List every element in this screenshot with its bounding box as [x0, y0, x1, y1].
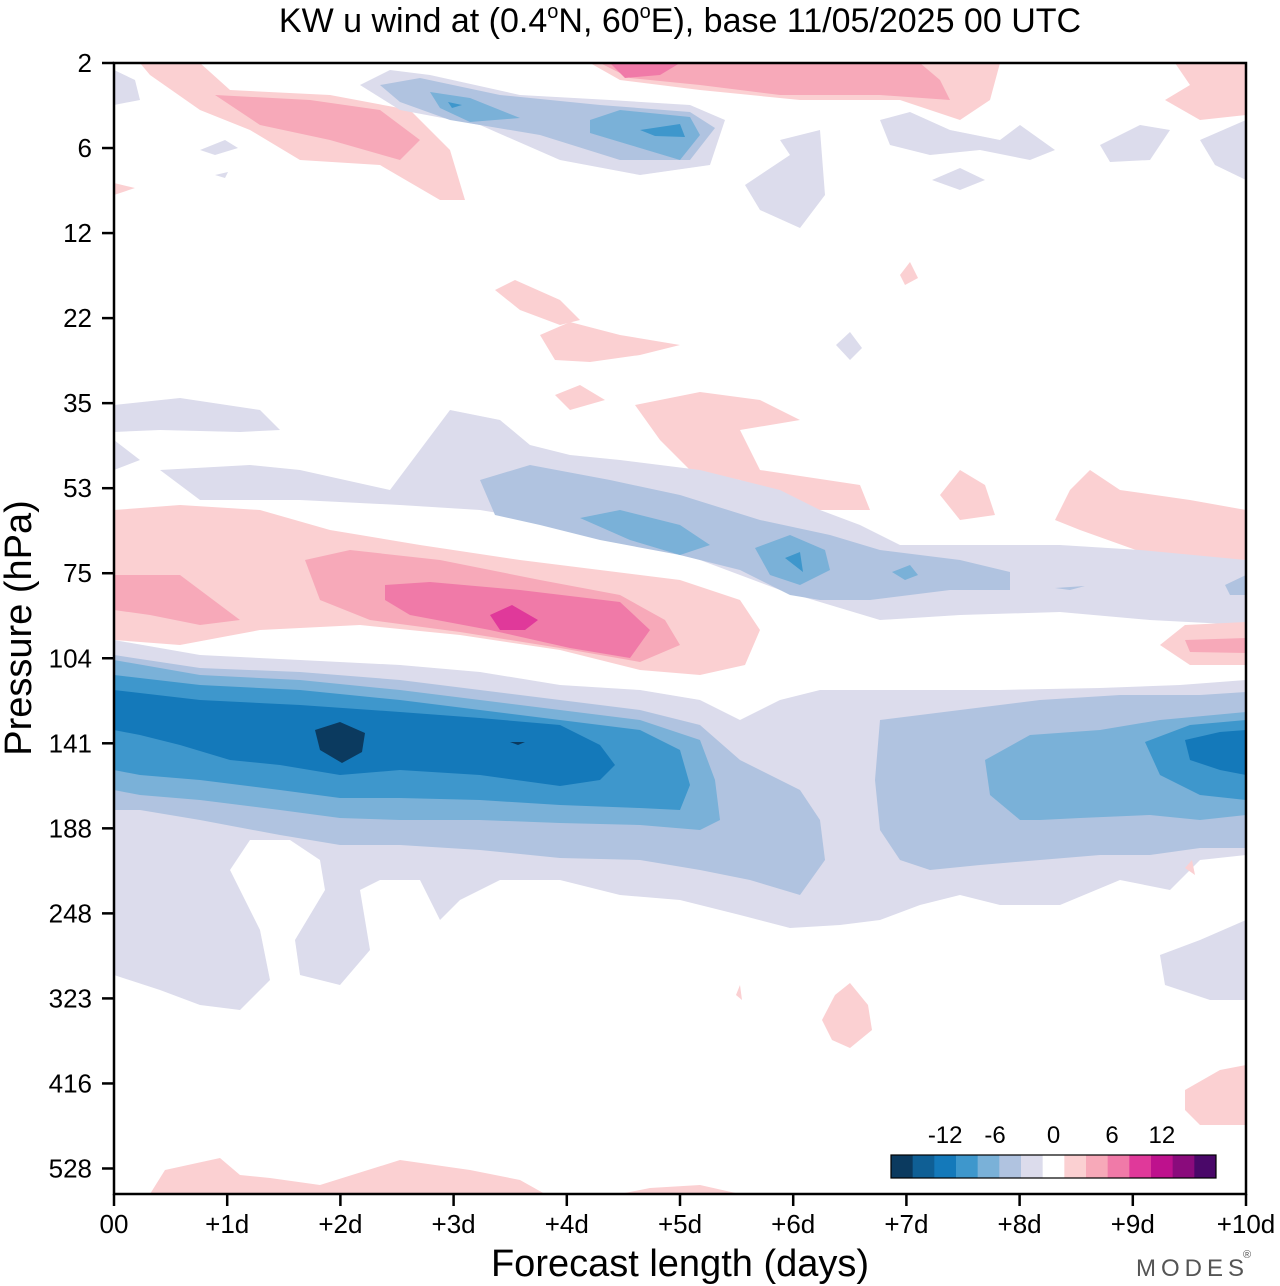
colorbar-swatch	[1172, 1155, 1195, 1178]
contour-neg-top-right	[880, 112, 1055, 160]
colorbar-swatch	[1064, 1155, 1087, 1178]
colorbar-tick-label: 6	[1105, 1122, 1118, 1149]
colorbar-swatch	[999, 1155, 1022, 1178]
y-tick-label: 248	[49, 898, 92, 928]
contour-neg-top-mid	[745, 130, 825, 228]
contour-pos-low-4	[736, 985, 742, 1000]
x-tick-label: +4d	[545, 1209, 589, 1239]
y-tick-label: 323	[49, 983, 92, 1013]
colorbar-frame	[890, 1154, 1217, 1179]
colorbar-swatch	[891, 1155, 914, 1178]
y-tick-label: 188	[49, 813, 92, 843]
contour-neg-top-right-3	[1100, 125, 1170, 162]
x-tick-label: +10d	[1217, 1209, 1276, 1239]
colorbar-swatch	[1042, 1155, 1065, 1178]
plot-area	[114, 63, 1246, 1194]
contour-neg-top-right-2	[1200, 120, 1246, 180]
colorbar-swatch	[912, 1155, 935, 1178]
x-tick-label: +9d	[1111, 1209, 1155, 1239]
contour-neg-dot-2	[200, 140, 238, 155]
colorbar-swatch	[1194, 1155, 1217, 1178]
contour-pos-patch-2	[540, 322, 680, 362]
colorbar: -12 -6 0 6 12	[890, 1122, 1217, 1179]
contour-neg-mid-core-3	[785, 552, 803, 572]
colorbar-swatch	[956, 1155, 979, 1178]
brand-logo: MODES	[1136, 1255, 1249, 1282]
contour-neg-mid-core-4	[892, 565, 918, 580]
contour-pos-patch-6	[1055, 470, 1246, 560]
contour-neg-top-core-4	[448, 102, 462, 108]
x-tick-label: 00	[100, 1209, 129, 1239]
contour-pos-low-2	[1185, 1065, 1246, 1125]
colorbar-swatch	[1129, 1155, 1152, 1178]
y-tick-label: 528	[49, 1153, 92, 1183]
x-tick-label: +8d	[998, 1209, 1042, 1239]
contour-neg-dot-3	[215, 172, 228, 178]
y-tick-label: 6	[78, 133, 92, 163]
x-axis: 00 +1d +2d +3d +4d +5d +6d +7d +8d +9d +10d	[100, 1194, 1276, 1239]
contour-pos-right-104-inner	[1185, 638, 1246, 653]
contour-pos-top-right	[1165, 63, 1246, 120]
x-axis-title: Forecast length (days)	[491, 1243, 869, 1285]
contour-pos-patch-7	[900, 262, 918, 285]
colorbar-swatch	[1086, 1155, 1109, 1178]
colorbar-tick-label: -6	[984, 1122, 1005, 1149]
contour-neg-main-speck	[510, 742, 525, 745]
contour-pos-low-3	[1185, 860, 1195, 875]
contour-pos-low-1	[822, 983, 872, 1048]
contour-pos-left-edge	[114, 183, 135, 195]
contour-neg-mid-core-1	[580, 510, 710, 555]
contour-pos-top-mid-inner	[600, 63, 950, 100]
y-tick-label: 416	[49, 1068, 92, 1098]
contour-pos-patch-4	[635, 392, 870, 510]
contour-pos-patch-5	[940, 470, 995, 520]
y-axis-title: Pressure (hPa)	[0, 500, 40, 756]
contour-pos-bottom	[150, 1158, 740, 1194]
contour-neg-mid-band-inner	[480, 465, 1246, 600]
x-tick-label: +2d	[318, 1209, 362, 1239]
contour-neg-top-core-1	[430, 92, 520, 122]
contour-neg-dot-1	[836, 332, 862, 360]
y-tick-label: 35	[63, 388, 92, 418]
y-tick-label: 53	[63, 473, 92, 503]
brand-registered-mark: ®	[1243, 1249, 1256, 1261]
y-tick-label: 2	[78, 48, 92, 78]
contour-neg-main-l4	[114, 690, 1246, 786]
contour-neg-left-top	[114, 70, 140, 105]
y-tick-label: 12	[63, 218, 92, 248]
y-tick-label: 22	[63, 303, 92, 333]
colorbar-tick-label: -12	[928, 1122, 963, 1149]
chart-title: KW u wind at (0.4oN, 60oE), base 11/05/2…	[279, 1, 1081, 40]
contour-pos-patch-3	[555, 385, 605, 410]
contour-neg-main-l3	[114, 675, 1246, 810]
colorbar-swatch	[1151, 1155, 1174, 1178]
contour-pos-band-core	[490, 605, 538, 630]
contour-neg-main-core	[315, 722, 365, 763]
colorbar-swatch	[934, 1155, 957, 1178]
y-tick-label: 141	[49, 728, 92, 758]
y-tick-label: 75	[63, 558, 92, 588]
contour-pos-patch-1	[495, 280, 580, 325]
contour-neg-top-core-2	[590, 110, 700, 160]
x-tick-label: +7d	[884, 1209, 928, 1239]
x-tick-label: +6d	[771, 1209, 815, 1239]
colorbar-tick-label: 12	[1148, 1122, 1175, 1149]
contour-neg-dot-4	[932, 168, 985, 190]
x-tick-label: +1d	[205, 1209, 249, 1239]
x-tick-label: +3d	[432, 1209, 476, 1239]
contour-neg-top-core-3	[640, 124, 685, 137]
colorbar-swatch	[1021, 1155, 1044, 1178]
contour-pos-top-mid-core	[610, 63, 680, 78]
colorbar-swatch	[977, 1155, 1000, 1178]
y-tick-label: 104	[49, 643, 92, 673]
y-axis: 2 6 12 22 35 53 75 104 141 188 248 323 416 528	[49, 48, 114, 1183]
colorbar-swatch	[1107, 1155, 1130, 1178]
contour-pos-top-left-inner	[215, 95, 420, 160]
x-tick-label: +5d	[658, 1209, 702, 1239]
colorbar-tick-label: 0	[1047, 1122, 1060, 1149]
